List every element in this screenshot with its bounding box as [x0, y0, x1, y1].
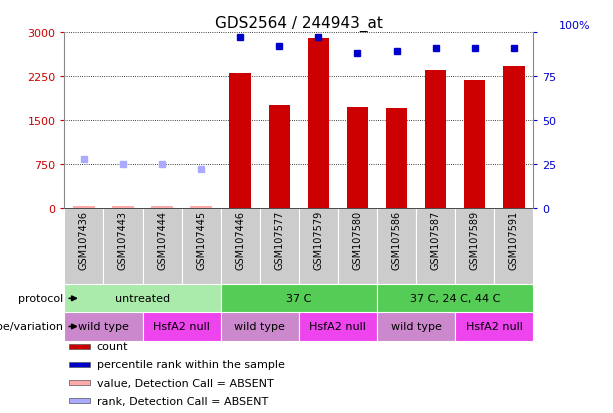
Bar	[64, 285, 221, 313]
Bar	[229, 74, 251, 208]
Bar	[347, 108, 368, 208]
Bar	[69, 380, 90, 385]
Text: 100%: 100%	[559, 21, 591, 31]
Bar	[464, 81, 485, 208]
Title: GDS2564 / 244943_at: GDS2564 / 244943_at	[215, 16, 383, 32]
Text: rank, Detection Call = ABSENT: rank, Detection Call = ABSENT	[97, 396, 268, 406]
Bar	[455, 313, 533, 341]
Bar	[338, 208, 377, 285]
Text: GSM107444: GSM107444	[157, 211, 167, 269]
Text: GSM107577: GSM107577	[274, 211, 284, 270]
Text: GSM107587: GSM107587	[430, 211, 441, 270]
Bar	[455, 208, 494, 285]
Bar	[64, 208, 104, 285]
Bar	[69, 398, 90, 403]
Bar	[151, 206, 173, 208]
Text: GSM107436: GSM107436	[79, 211, 89, 269]
Text: 37 C: 37 C	[286, 294, 311, 304]
Text: HsfA2 null: HsfA2 null	[310, 322, 367, 332]
Text: wild type: wild type	[234, 322, 285, 332]
Text: GSM107580: GSM107580	[352, 211, 362, 269]
Bar	[112, 206, 134, 208]
Bar	[191, 206, 212, 208]
Text: protocol: protocol	[18, 294, 64, 304]
Bar	[104, 208, 142, 285]
Bar	[377, 208, 416, 285]
Text: percentile rank within the sample: percentile rank within the sample	[97, 360, 284, 370]
Bar	[73, 206, 94, 208]
Bar	[308, 39, 329, 208]
Bar	[221, 208, 260, 285]
Bar	[425, 71, 446, 208]
Text: HsfA2 null: HsfA2 null	[466, 322, 523, 332]
Bar	[260, 208, 299, 285]
Bar	[299, 313, 377, 341]
Text: value, Detection Call = ABSENT: value, Detection Call = ABSENT	[97, 377, 273, 388]
Bar	[503, 67, 525, 208]
Bar	[386, 109, 407, 208]
Text: 37 C, 24 C, 44 C: 37 C, 24 C, 44 C	[410, 294, 500, 304]
Bar	[142, 313, 221, 341]
Bar	[377, 313, 455, 341]
Bar	[268, 106, 290, 208]
Text: GSM107586: GSM107586	[392, 211, 402, 269]
Bar	[221, 285, 377, 313]
Text: HsfA2 null: HsfA2 null	[153, 322, 210, 332]
Bar	[416, 208, 455, 285]
Bar	[494, 208, 533, 285]
Bar	[64, 313, 142, 341]
Text: GSM107591: GSM107591	[509, 211, 519, 269]
Text: genotype/variation: genotype/variation	[0, 322, 64, 332]
Text: GSM107445: GSM107445	[196, 211, 206, 269]
Text: wild type: wild type	[390, 322, 441, 332]
Bar	[69, 362, 90, 367]
Bar	[377, 285, 533, 313]
Text: GSM107443: GSM107443	[118, 211, 128, 269]
Text: GSM107589: GSM107589	[470, 211, 480, 269]
Bar	[181, 208, 221, 285]
Text: count: count	[97, 342, 128, 351]
Text: untreated: untreated	[115, 294, 170, 304]
Text: GSM107579: GSM107579	[313, 211, 324, 270]
Bar	[299, 208, 338, 285]
Bar	[142, 208, 181, 285]
Text: wild type: wild type	[78, 322, 129, 332]
Text: GSM107446: GSM107446	[235, 211, 245, 269]
Bar	[221, 313, 299, 341]
Bar	[69, 344, 90, 349]
